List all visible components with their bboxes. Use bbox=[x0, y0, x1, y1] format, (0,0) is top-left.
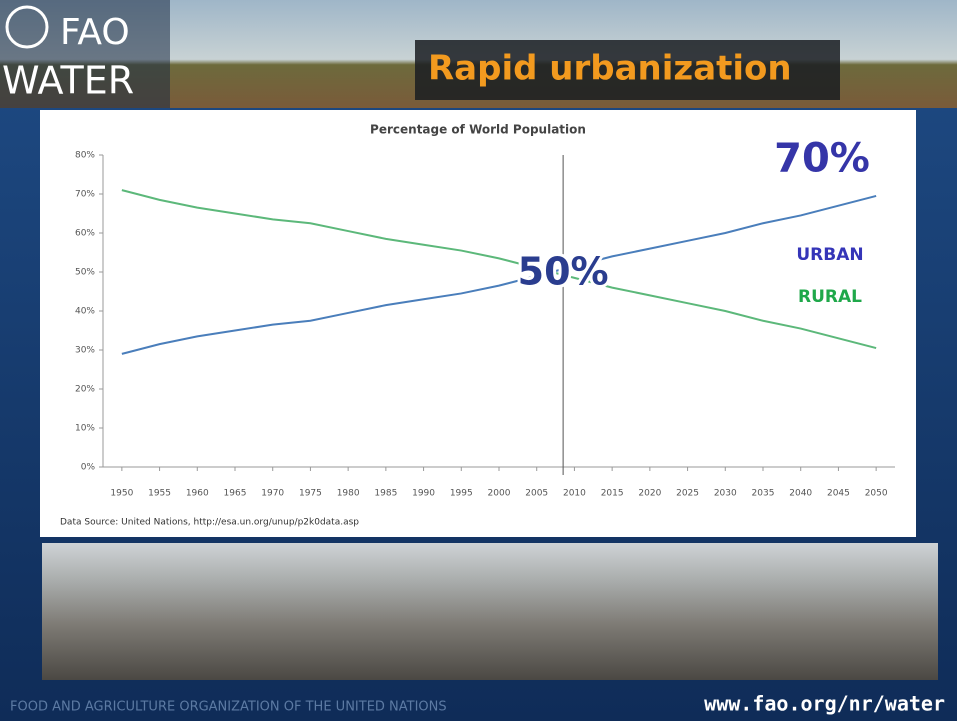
x-tick-label: 2030 bbox=[714, 489, 737, 499]
page: {"header": {"logo_top": "FAO", "logo_bot… bbox=[0, 0, 957, 721]
y-tick-label: 70% bbox=[75, 190, 95, 200]
slide: FAO WATER Rapid urbanization Percentage … bbox=[0, 0, 957, 721]
y-tick-label: 0% bbox=[81, 463, 96, 473]
x-tick-label: 1995 bbox=[450, 489, 473, 499]
annotation: 70% bbox=[774, 136, 870, 182]
x-tick-label: 1970 bbox=[261, 489, 284, 499]
x-tick-label: 2020 bbox=[638, 489, 661, 499]
x-tick-label: 2035 bbox=[752, 489, 775, 499]
x-tick-label: 2025 bbox=[676, 489, 699, 499]
chart-source: Data Source: United Nations, http://esa.… bbox=[60, 518, 359, 528]
x-tick-label: 1960 bbox=[186, 489, 209, 499]
chart-title: Percentage of World Population bbox=[370, 123, 586, 137]
x-tick-label: 2000 bbox=[488, 489, 511, 499]
footer-url: www.fao.org/nr/water bbox=[704, 692, 945, 716]
y-tick-label: 30% bbox=[75, 346, 95, 356]
x-tick-label: 2050 bbox=[865, 489, 888, 499]
y-tick-label: 80% bbox=[75, 151, 95, 161]
x-tick-label: 2005 bbox=[525, 489, 548, 499]
x-tick-label: 2010 bbox=[563, 489, 586, 499]
x-tick-label: 1990 bbox=[412, 489, 435, 499]
logo-bottom: WATER bbox=[2, 59, 134, 103]
x-tick-label: 2045 bbox=[827, 489, 850, 499]
x-tick-label: 2040 bbox=[789, 489, 812, 499]
annotation: 50% bbox=[518, 250, 609, 294]
x-tick-label: 1985 bbox=[374, 489, 397, 499]
footer-organization: FOOD AND AGRICULTURE ORGANIZATION OF THE… bbox=[10, 700, 447, 715]
y-tick-label: 60% bbox=[75, 229, 95, 239]
y-tick-label: 40% bbox=[75, 307, 95, 317]
logo-top: FAO bbox=[60, 12, 130, 53]
y-tick-label: 10% bbox=[75, 424, 95, 434]
x-tick-label: 2015 bbox=[601, 489, 624, 499]
y-tick-label: 50% bbox=[75, 268, 95, 278]
x-tick-label: 1965 bbox=[224, 489, 247, 499]
x-tick-label: 1975 bbox=[299, 489, 322, 499]
x-tick-label: 1950 bbox=[110, 489, 133, 499]
city-photo bbox=[42, 543, 938, 680]
legend-label: URBAN bbox=[796, 245, 863, 265]
y-tick-label: 20% bbox=[75, 385, 95, 395]
legend-label: RURAL bbox=[798, 287, 862, 307]
slide-title: Rapid urbanization bbox=[428, 49, 792, 89]
x-tick-label: 1955 bbox=[148, 489, 171, 499]
x-tick-label: 1980 bbox=[337, 489, 360, 499]
